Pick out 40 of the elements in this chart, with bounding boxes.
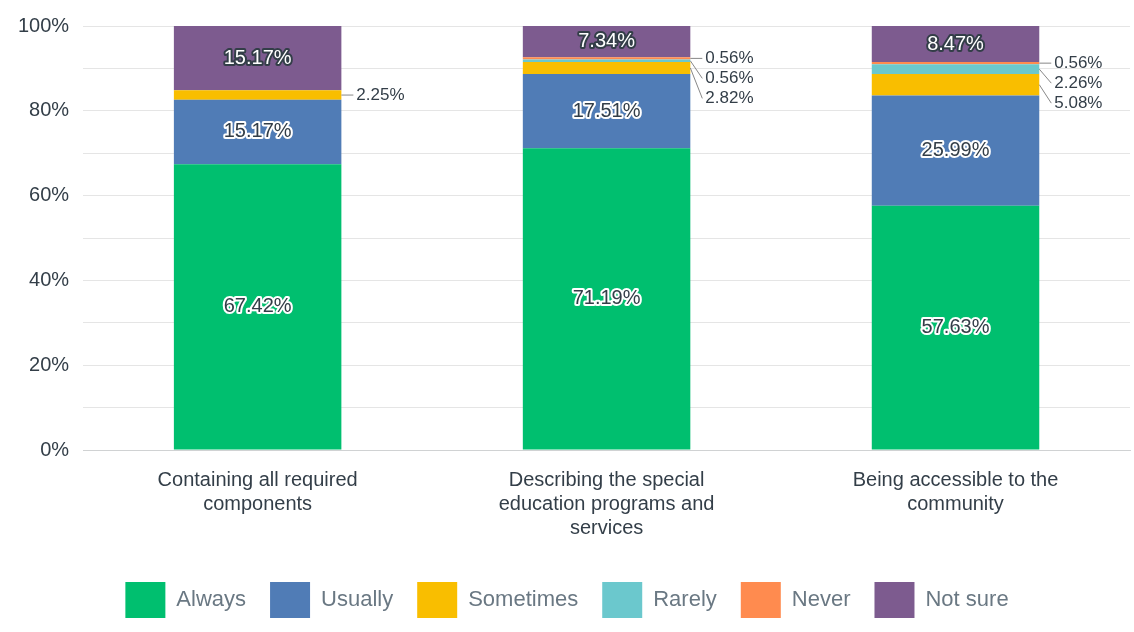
- data-label: 7.34%: [578, 29, 636, 52]
- bar: [522, 148, 691, 450]
- bar: [871, 205, 1040, 450]
- bar: [522, 61, 691, 74]
- data-label: 0.56%: [705, 48, 754, 68]
- x-tick-label: Containing all required components: [157, 467, 358, 514]
- legend-label: Usually: [321, 586, 394, 612]
- y-tick-label: 20%: [29, 352, 70, 375]
- data-label: 0.56%: [1054, 52, 1103, 72]
- data-label: 15.17%: [223, 119, 292, 142]
- data-label: 15.17%: [223, 45, 292, 68]
- data-label: 2.82%: [705, 88, 754, 108]
- data-label: 67.42%: [223, 294, 292, 317]
- data-label: 25.99%: [921, 138, 990, 161]
- bar: [173, 164, 342, 450]
- legend-label: Always: [176, 586, 247, 612]
- x-tick-label: Describing the special education programs and services: [498, 467, 715, 538]
- legend-label: Never: [791, 586, 851, 612]
- data-label: 5.08%: [1054, 92, 1103, 112]
- bar: [173, 90, 342, 100]
- bar: [871, 64, 1040, 74]
- data-label: 57.63%: [921, 315, 990, 338]
- data-label: 0.56%: [705, 68, 754, 88]
- legend-label: Rarely: [653, 586, 717, 612]
- data-label: 2.26%: [1054, 72, 1103, 92]
- legend-label: Not sure: [925, 586, 1009, 612]
- y-tick-label: 80%: [29, 98, 70, 121]
- y-tick-label: 60%: [29, 183, 70, 206]
- legend-label: Sometimes: [468, 586, 579, 612]
- data-label: 71.19%: [572, 286, 641, 309]
- bar: [871, 95, 1040, 206]
- y-tick-label: 40%: [29, 267, 70, 290]
- y-tick-label: 0%: [40, 437, 70, 460]
- data-label: 17.51%: [572, 98, 641, 121]
- y-tick-label: 100%: [18, 13, 70, 36]
- data-label: 2.25%: [356, 84, 405, 104]
- bar: [871, 73, 1040, 96]
- data-label: 8.47%: [927, 31, 985, 54]
- bar: [522, 73, 691, 149]
- x-tick-label: Being accessible to the community: [852, 467, 1059, 514]
